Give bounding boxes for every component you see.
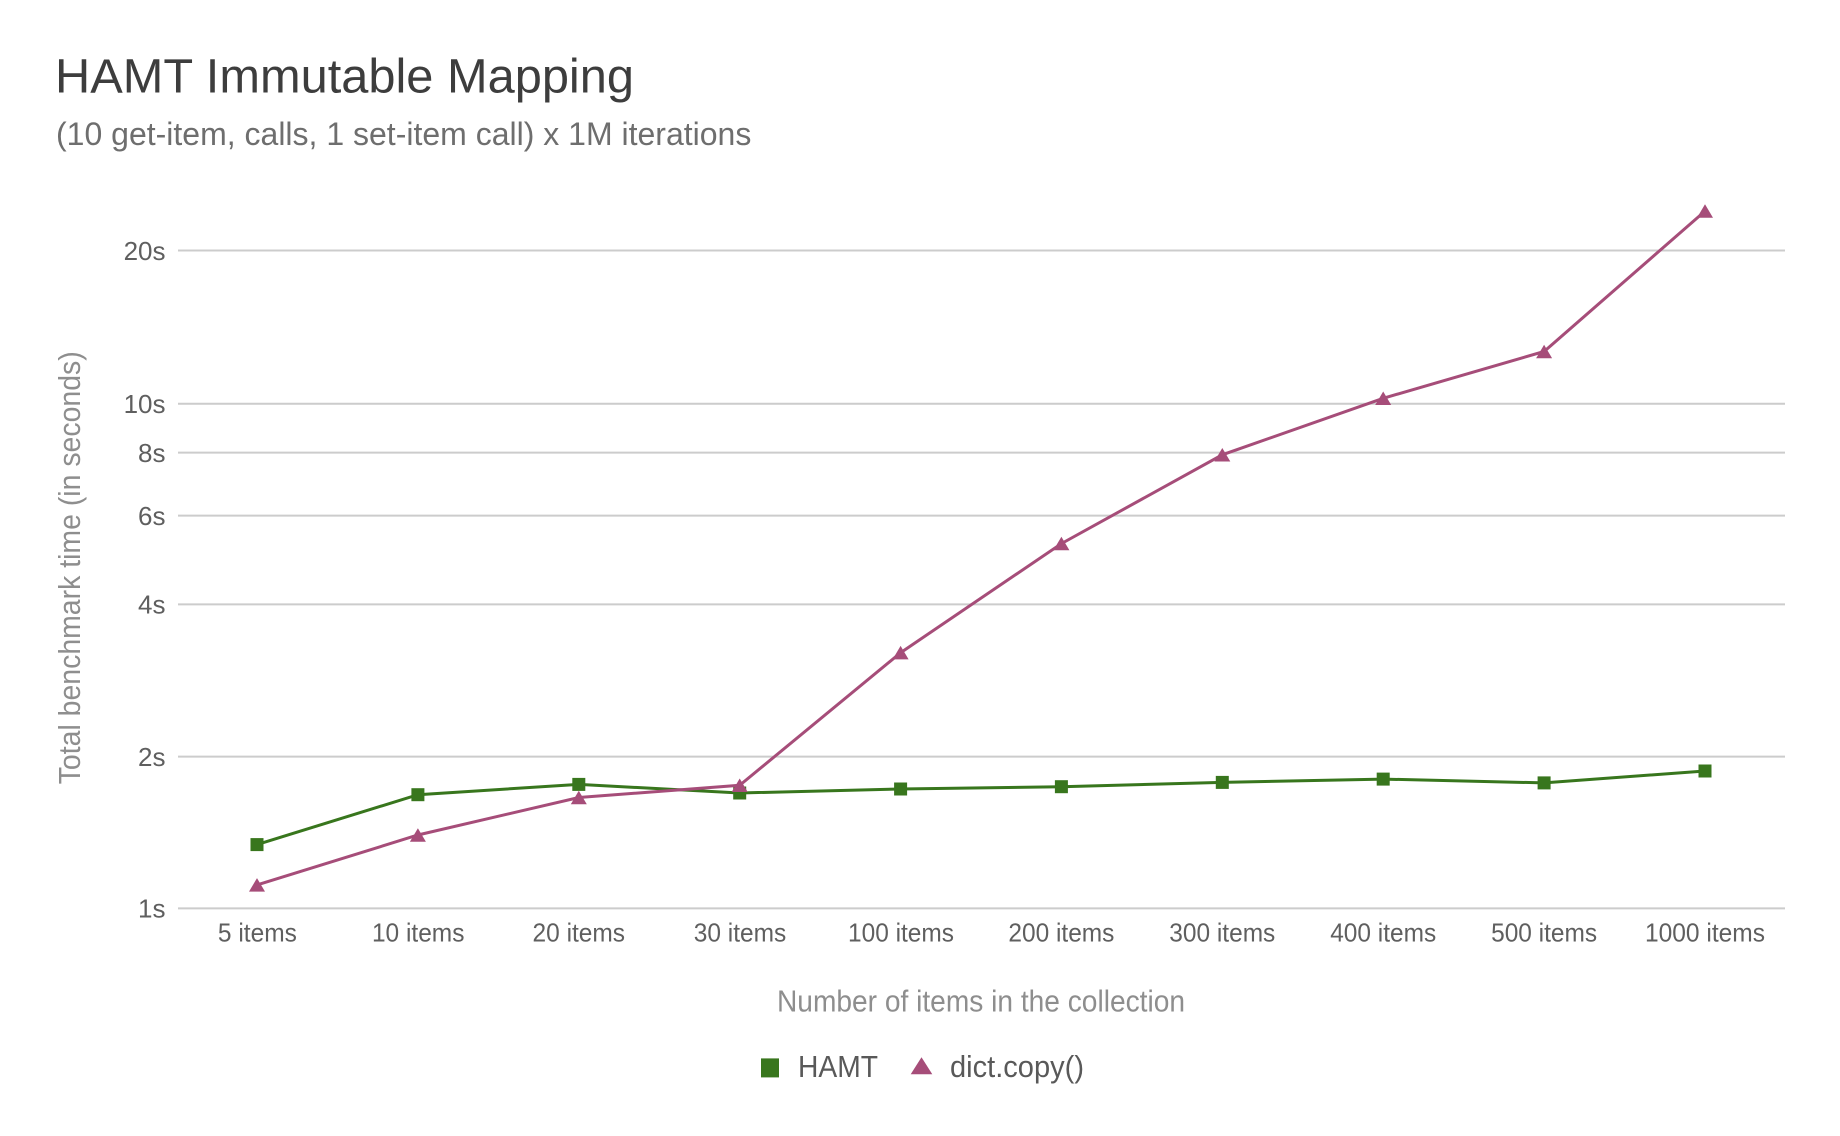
svg-text:HAMT Immutable Mapping: HAMT Immutable Mapping <box>55 50 634 103</box>
svg-text:1000 items: 1000 items <box>1645 918 1765 948</box>
svg-text:500 items: 500 items <box>1491 918 1597 948</box>
svg-text:6s: 6s <box>138 501 165 531</box>
svg-text:5 items: 5 items <box>218 918 297 948</box>
svg-text:10 items: 10 items <box>372 918 465 948</box>
svg-text:8s: 8s <box>138 438 165 468</box>
svg-text:4s: 4s <box>138 590 165 620</box>
svg-text:400 items: 400 items <box>1330 918 1436 948</box>
svg-text:2s: 2s <box>138 742 165 772</box>
svg-text:Number of items in the collect: Number of items in the collection <box>777 984 1185 1019</box>
svg-text:20s: 20s <box>124 236 166 266</box>
svg-text:10s: 10s <box>124 389 166 419</box>
svg-text:1s: 1s <box>138 894 165 924</box>
svg-text:300 items: 300 items <box>1169 918 1275 948</box>
svg-text:20 items: 20 items <box>533 918 626 948</box>
svg-text:30 items: 30 items <box>694 918 787 948</box>
svg-text:100 items: 100 items <box>848 918 954 948</box>
svg-text:dict.copy(): dict.copy() <box>950 1049 1084 1084</box>
svg-text:Total benchmark time (in secon: Total benchmark time (in seconds) <box>52 351 87 784</box>
svg-text:(10 get-item, calls, 1 set-ite: (10 get-item, calls, 1 set-item call) x … <box>56 116 751 152</box>
svg-text:HAMT: HAMT <box>798 1049 878 1084</box>
svg-text:200 items: 200 items <box>1008 918 1114 948</box>
